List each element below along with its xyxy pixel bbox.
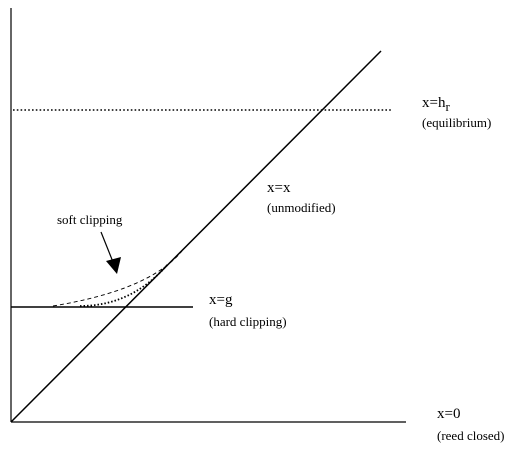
soft-clipping-label: soft clipping — [57, 212, 123, 227]
unmodified-line — [10, 50, 382, 423]
equilibrium-label: x=hr — [422, 95, 450, 114]
equilibrium-desc: (equilibrium) — [422, 115, 491, 130]
soft-clipping-dotted-curve — [79, 263, 169, 307]
reed-closed-label: x=0 — [437, 406, 460, 422]
hard-clipping-desc: (hard clipping) — [209, 314, 287, 329]
soft-clipping-arrow-head — [106, 257, 121, 274]
soft-clipping-dashed-curve — [52, 250, 183, 307]
hard-clipping-label: x=g — [209, 292, 233, 308]
reed-closed-desc: (reed closed) — [437, 428, 505, 443]
unmodified-label: x=x — [267, 180, 291, 196]
unmodified-desc: (unmodified) — [267, 200, 336, 215]
soft-clipping-arrow-shaft — [100, 231, 114, 263]
